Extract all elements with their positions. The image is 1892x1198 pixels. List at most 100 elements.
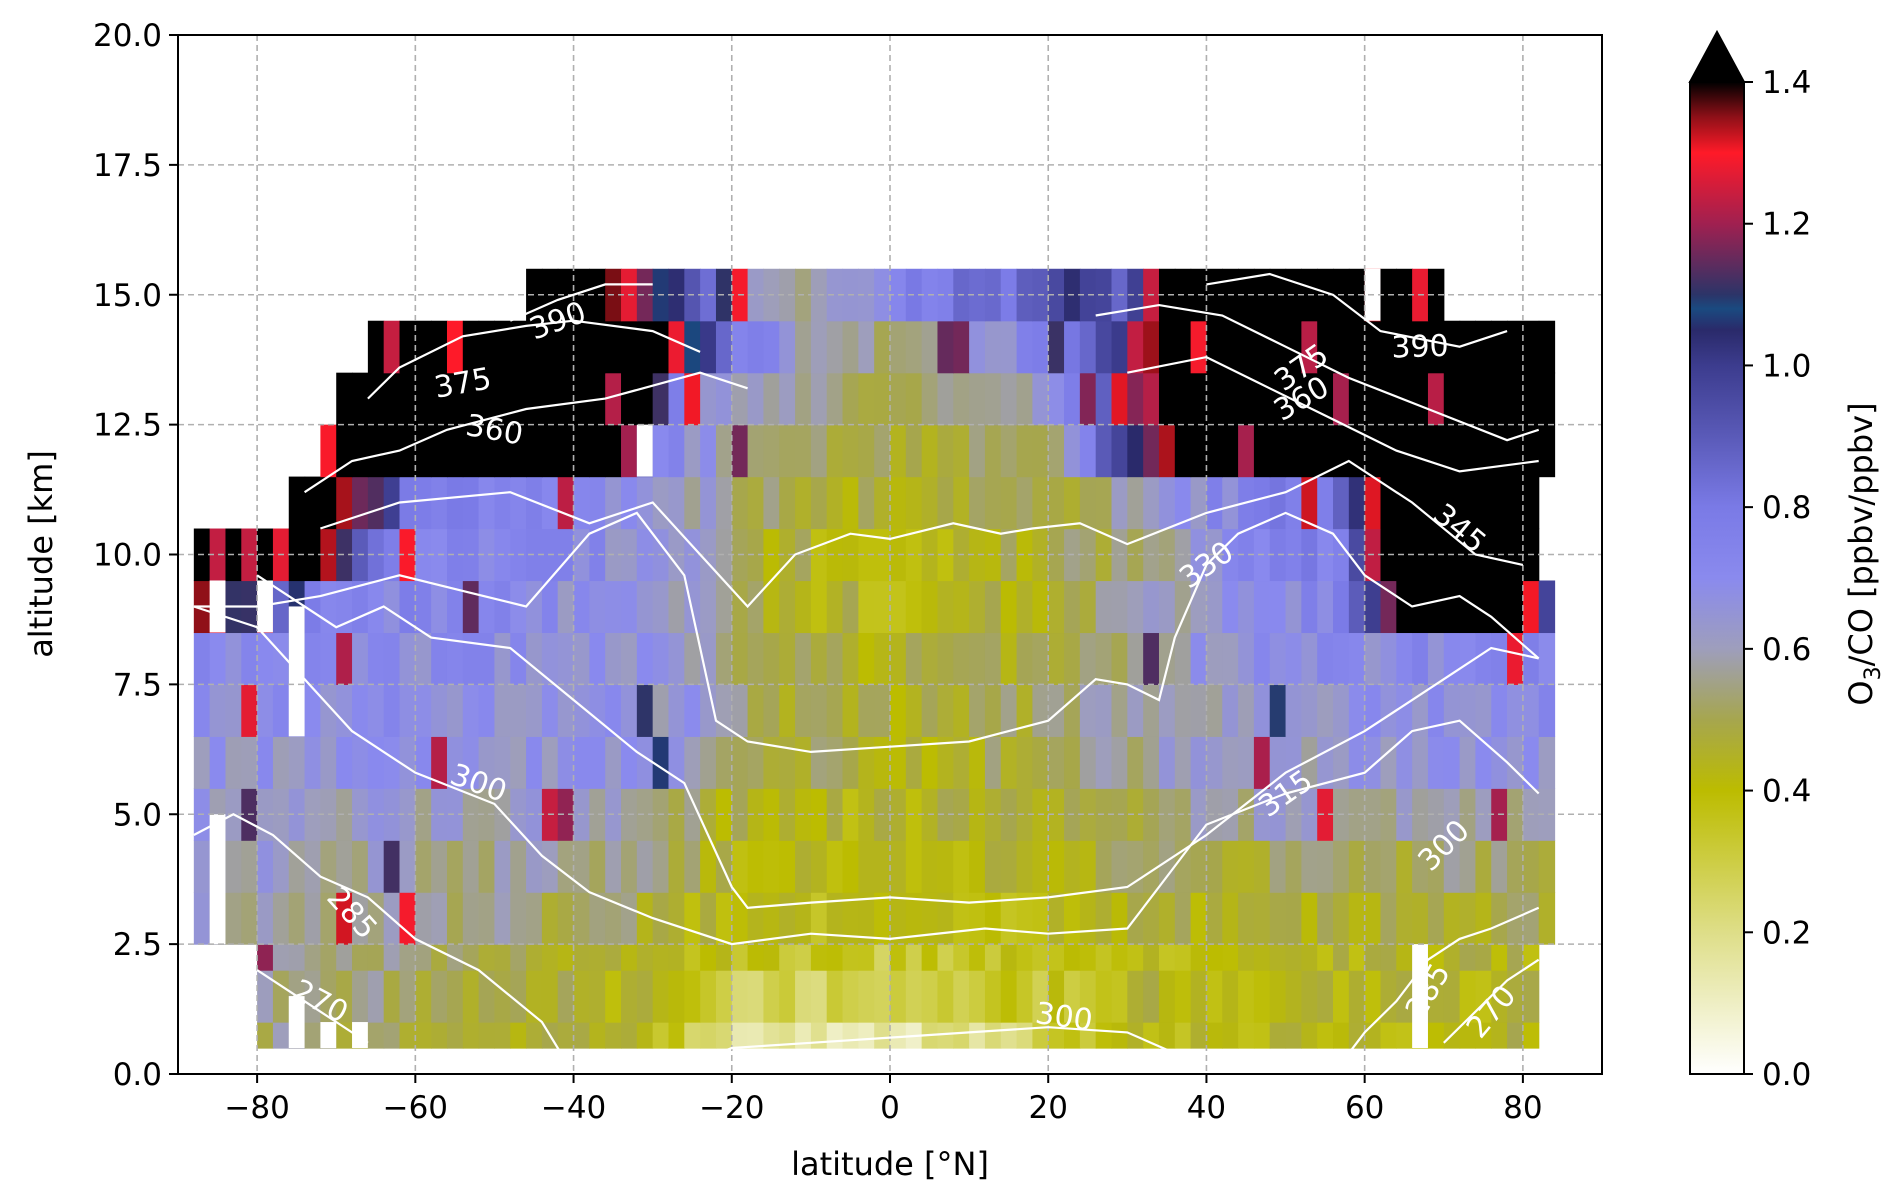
heatmap-cell — [826, 632, 844, 685]
heatmap-cell — [446, 788, 464, 841]
heatmap-cell — [573, 580, 590, 634]
heatmap-cell — [573, 372, 590, 426]
heatmap-cell — [1301, 1022, 1318, 1049]
colorbar-tick-label: 1.4 — [1762, 65, 1811, 101]
heatmap-cell — [1143, 320, 1160, 374]
heatmap-cell — [1396, 788, 1413, 841]
heatmap-cell — [652, 580, 670, 634]
heatmap-cell — [890, 424, 907, 478]
colorbar-tick-label: 0.6 — [1762, 632, 1811, 668]
heatmap-cell — [1111, 684, 1128, 737]
heatmap-cell — [1333, 736, 1350, 789]
heatmap-cell — [747, 424, 765, 478]
heatmap-cell — [1333, 1022, 1350, 1049]
heatmap-cell — [1412, 892, 1429, 945]
heatmap-cell — [1412, 736, 1429, 789]
heatmap-cell — [1032, 580, 1049, 634]
heatmap-cell — [1079, 684, 1097, 737]
heatmap-cell — [1222, 476, 1239, 530]
heatmap-cell — [874, 424, 891, 478]
heatmap-cell — [1364, 944, 1382, 971]
heatmap-cell — [636, 892, 654, 945]
heatmap-cell — [1079, 944, 1097, 971]
heatmap-cell — [826, 1022, 844, 1049]
heatmap-cell — [636, 268, 654, 322]
heatmap-cell — [1507, 528, 1524, 582]
heatmap-cell — [462, 1022, 480, 1049]
contour-line — [1443, 958, 1540, 1044]
heatmap-cell — [652, 892, 670, 945]
heatmap-cell — [415, 580, 432, 634]
heatmap-cell — [1206, 424, 1223, 478]
heatmap-cell — [1016, 528, 1033, 582]
heatmap-cell — [858, 476, 875, 530]
heatmap-cell — [1111, 892, 1128, 945]
heatmap-cell — [367, 424, 385, 478]
contour-label: 390 — [1391, 329, 1449, 366]
heatmap-cell — [1507, 1022, 1524, 1049]
heatmap-cell — [1143, 736, 1160, 789]
heatmap-cell — [1507, 788, 1524, 841]
heatmap-cell — [573, 424, 590, 478]
heatmap-cell — [1333, 372, 1350, 426]
x-axis-ticks: −80 −60 −40 −20 0 20 40 60 80 — [224, 1074, 1543, 1126]
heatmap-cell — [399, 632, 416, 685]
heatmap-cell — [953, 1022, 970, 1049]
heatmap-cell — [1475, 840, 1492, 893]
heatmap-cell — [1174, 892, 1192, 945]
heatmap-cell — [367, 580, 385, 634]
heatmap-cell — [1507, 632, 1524, 685]
data-gap — [320, 1022, 337, 1049]
heatmap-cell — [557, 528, 575, 582]
heatmap-cell — [890, 892, 907, 945]
heatmap-cell — [731, 580, 749, 634]
heatmap-cell — [984, 320, 1002, 374]
heatmap-cell — [1206, 476, 1223, 530]
heatmap-cell — [731, 736, 749, 789]
heatmap-cell — [1269, 788, 1287, 841]
heatmap-cell — [1158, 632, 1176, 685]
heatmap-cell — [1380, 372, 1397, 426]
heatmap-cell — [1317, 840, 1334, 893]
heatmap-cell — [1032, 320, 1049, 374]
heatmap-cell — [842, 372, 859, 426]
heatmap-cell — [1174, 736, 1192, 789]
heatmap-cell — [1522, 632, 1540, 685]
heatmap-cell — [763, 1022, 780, 1049]
heatmap-cell — [446, 970, 464, 1023]
heatmap-cell — [1285, 684, 1302, 737]
heatmap-cell — [1348, 788, 1366, 841]
heatmap-cell — [763, 840, 780, 893]
heatmap-cell — [526, 736, 543, 789]
heatmap-cell — [858, 684, 875, 737]
heatmap-cell — [890, 840, 907, 893]
heatmap-cell — [257, 736, 274, 789]
heatmap-cell — [557, 1022, 575, 1049]
heatmap-cell — [1032, 944, 1049, 971]
heatmap-cell — [1285, 424, 1302, 478]
heatmap-cell — [494, 1022, 511, 1049]
heatmap-cell — [668, 632, 685, 685]
heatmap-cell — [1333, 320, 1350, 374]
heatmap-cell — [747, 268, 765, 322]
heatmap-cell — [890, 476, 907, 530]
heatmap-cell — [1412, 580, 1429, 634]
heatmap-cell — [431, 372, 448, 426]
heatmap-cell — [937, 580, 954, 634]
x-tick-label: 0 — [880, 1090, 900, 1126]
contour-line — [367, 319, 701, 400]
heatmap-cell — [921, 424, 939, 478]
heatmap-cell — [1459, 476, 1477, 530]
heatmap-cell — [668, 580, 685, 634]
heatmap-cell — [1269, 892, 1287, 945]
colorbar-tick-label: 1.0 — [1762, 348, 1811, 384]
heatmap-cell — [731, 476, 749, 530]
x-tick-label: 20 — [1028, 1090, 1067, 1126]
contour-line — [193, 605, 1540, 946]
heatmap-cell — [969, 424, 986, 478]
heatmap-cell — [589, 580, 606, 634]
heatmap-cell — [921, 840, 939, 893]
heatmap-cell — [1364, 580, 1382, 634]
heatmap-cell — [557, 424, 575, 478]
colorbar-ticks: 0.0 0.2 0.4 0.6 0.8 1.0 1.2 1.4 — [1744, 65, 1811, 1093]
